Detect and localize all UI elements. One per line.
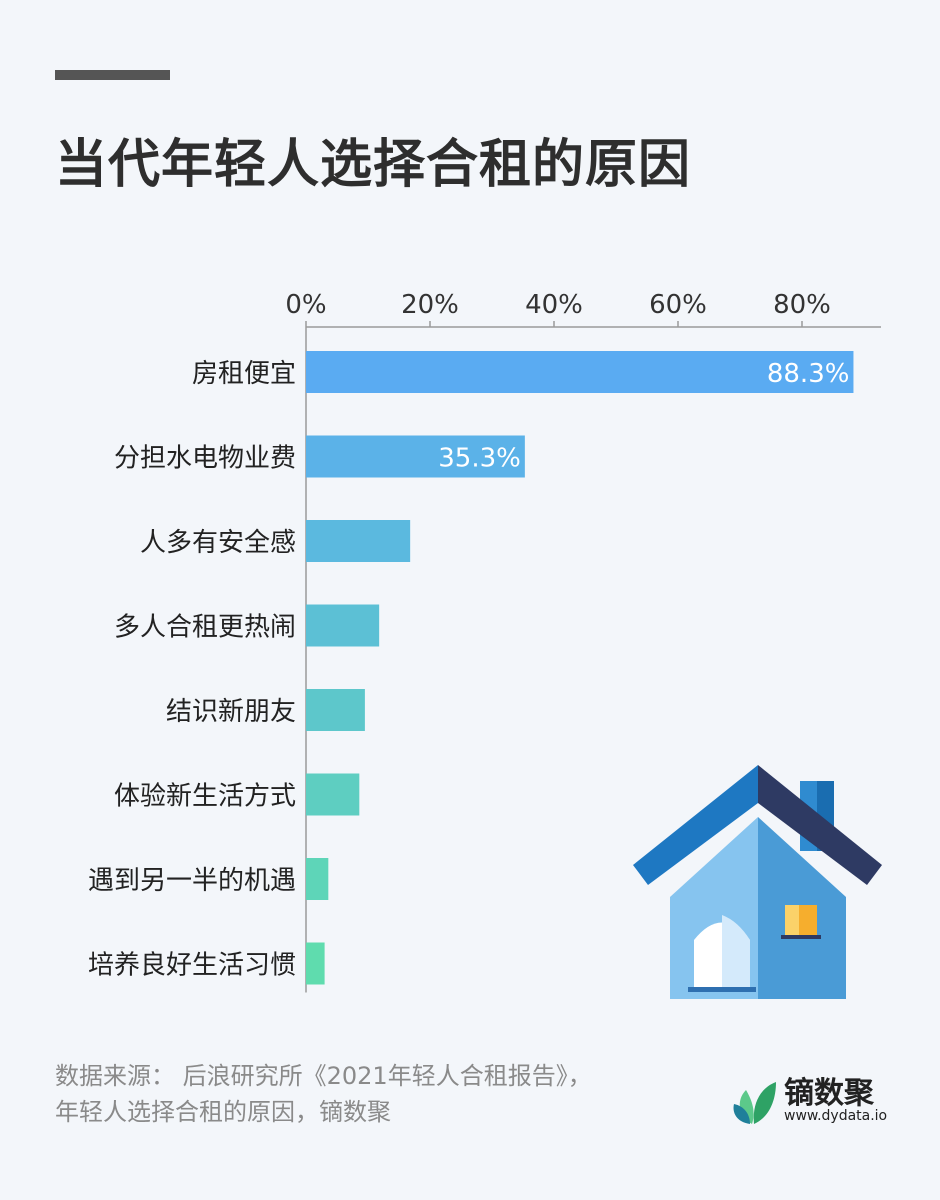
house-icon [633, 765, 882, 999]
title-accent-bar [55, 70, 170, 80]
x-tick-label: 60% [649, 290, 707, 320]
brand-url: www.dydata.io [784, 1108, 888, 1124]
bar [306, 689, 365, 731]
x-tick-label: 20% [401, 290, 459, 320]
bar [306, 351, 854, 393]
bar [306, 858, 329, 900]
category-label: 培养良好生活习惯 [88, 951, 296, 981]
brand-name: 镝数聚 [784, 1076, 874, 1111]
bar [306, 773, 360, 816]
bar [306, 435, 525, 478]
x-tick-label: 80% [773, 290, 831, 320]
category-label: 体验新生活方式 [114, 782, 296, 812]
page-title: 当代年轻人选择合租的原因 [55, 135, 692, 195]
category-label: 人多有安全感 [140, 528, 296, 558]
category-label: 遇到另一半的机遇 [88, 866, 296, 896]
x-tick-label: 40% [525, 290, 583, 320]
bar [306, 942, 325, 985]
category-label: 结识新朋友 [166, 697, 296, 727]
data-label: 88.3% [767, 359, 850, 389]
brand-logo: 镝数聚 www.dydata.io [732, 1068, 902, 1138]
bar-chart: 0% 20% 40% 60% 80% 房租便宜 88.3% 分担水电物业费 35.3% 人多有安全… [88, 290, 881, 993]
category-label: 多人合租更热闹 [114, 613, 296, 643]
data-label: 35.3% [438, 444, 521, 474]
bar [306, 604, 380, 647]
x-tick-label: 0% [285, 290, 326, 320]
leaf-logo-icon [733, 1082, 776, 1124]
category-label: 分担水电物业费 [114, 444, 296, 474]
bar [306, 520, 411, 562]
category-label: 房租便宜 [192, 359, 296, 389]
source-note: 数据来源： 后浪研究所《2021年轻人合租报告》，年轻人选择合租的原因，镝数聚 [55, 1062, 592, 1126]
